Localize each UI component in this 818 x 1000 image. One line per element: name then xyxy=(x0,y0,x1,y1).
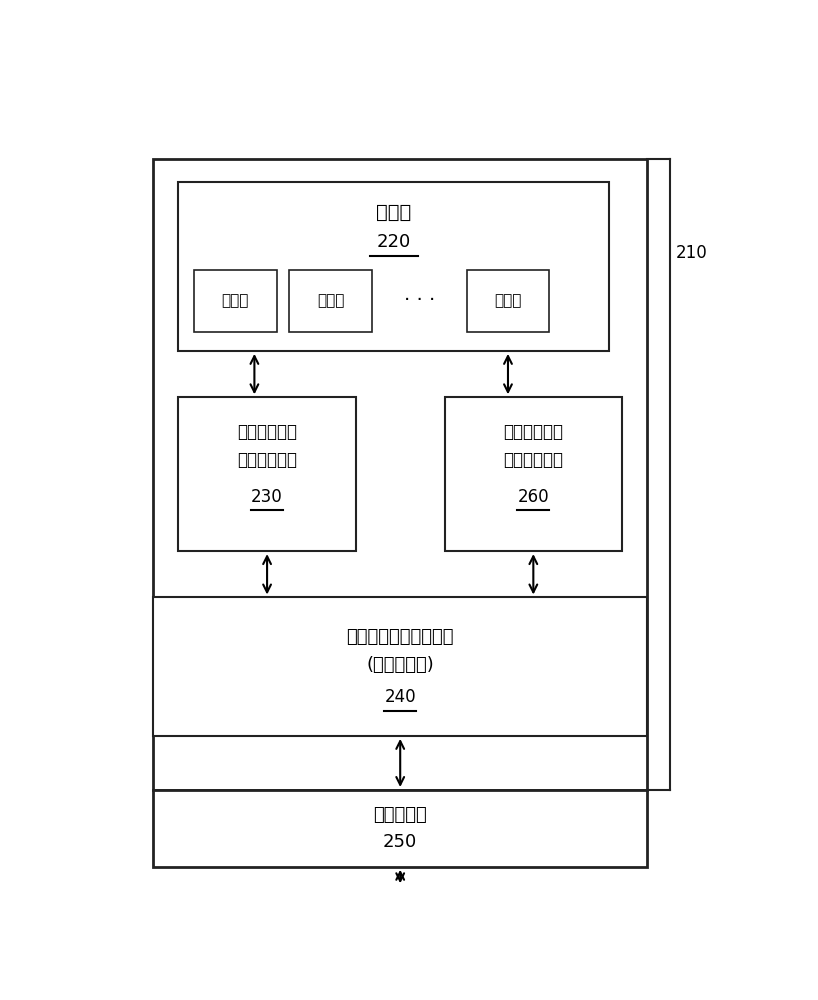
Text: 250: 250 xyxy=(383,833,417,851)
Text: 第一阶指令高: 第一阶指令高 xyxy=(237,423,297,441)
Bar xyxy=(194,270,276,332)
Bar xyxy=(445,397,622,551)
Text: 210: 210 xyxy=(676,244,708,262)
Text: 速缓冲存储器: 速缓冲存储器 xyxy=(503,451,564,469)
Text: 处理器: 处理器 xyxy=(376,203,411,222)
Text: (数据和指令): (数据和指令) xyxy=(366,656,434,674)
Text: 寄存器: 寄存器 xyxy=(494,293,522,308)
Bar xyxy=(178,182,609,351)
Bar xyxy=(467,270,549,332)
Text: 第一阶数据高: 第一阶数据高 xyxy=(503,423,564,441)
Bar xyxy=(153,597,648,736)
Text: 240: 240 xyxy=(384,688,416,706)
Bar xyxy=(290,270,371,332)
Bar xyxy=(178,397,356,551)
Text: · · ·: · · · xyxy=(403,291,435,310)
Text: 260: 260 xyxy=(518,488,549,506)
Text: 寄存器: 寄存器 xyxy=(317,293,344,308)
Text: 速缓冲存储器: 速缓冲存储器 xyxy=(237,451,297,469)
Text: 第二阶高速缓冲存储器: 第二阶高速缓冲存储器 xyxy=(347,628,454,646)
Text: 220: 220 xyxy=(377,233,411,251)
Text: 外部存储器: 外部存储器 xyxy=(373,806,427,824)
Text: 230: 230 xyxy=(251,488,283,506)
Bar xyxy=(153,790,648,867)
Text: 寄存器: 寄存器 xyxy=(222,293,249,308)
Bar xyxy=(153,158,648,790)
